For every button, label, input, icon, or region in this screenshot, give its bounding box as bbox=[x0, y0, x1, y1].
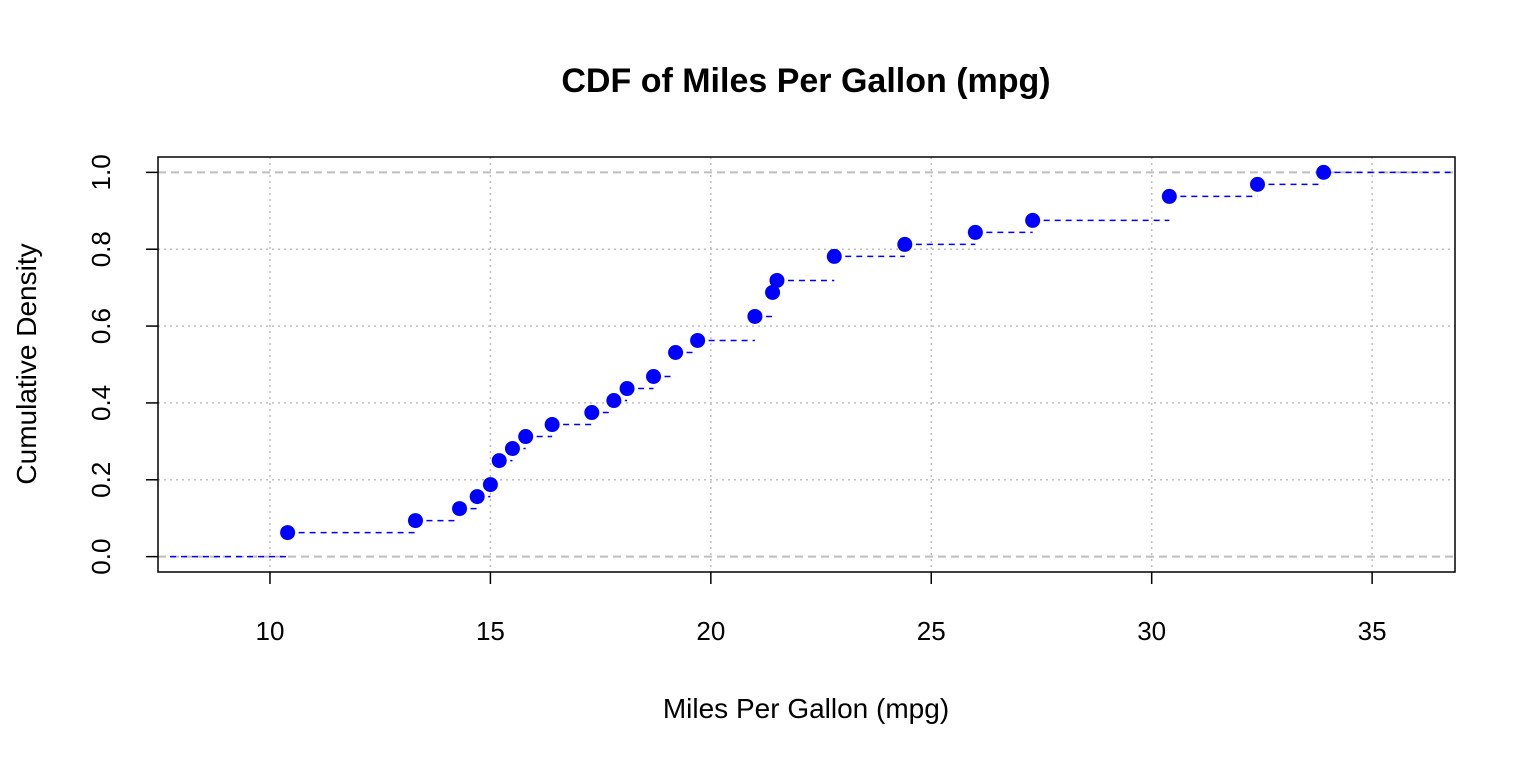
ecdf-point bbox=[280, 525, 296, 541]
ecdf-point bbox=[1316, 164, 1332, 180]
x-axis-label: Miles Per Gallon (mpg) bbox=[663, 693, 949, 724]
ecdf-point bbox=[469, 489, 485, 505]
x-tick-label: 30 bbox=[1137, 616, 1166, 646]
y-tick-label: 0.6 bbox=[86, 308, 116, 344]
plot-frame bbox=[157, 156, 1456, 573]
ecdf-point bbox=[452, 501, 468, 517]
x-tick-label: 25 bbox=[917, 616, 946, 646]
ecdf-point bbox=[1249, 176, 1265, 192]
x-tick-label: 15 bbox=[476, 616, 505, 646]
ecdf-point bbox=[1161, 188, 1177, 204]
y-tick-label: 0.4 bbox=[86, 385, 116, 421]
y-tick-label: 0.8 bbox=[86, 231, 116, 267]
ecdf-point bbox=[646, 369, 662, 385]
ecdf-point bbox=[584, 405, 600, 421]
x-tick-label: 10 bbox=[256, 616, 285, 646]
y-axis-label: Cumulative Density bbox=[11, 243, 42, 484]
y-tick-label: 0.2 bbox=[86, 462, 116, 498]
ecdf-point bbox=[504, 441, 520, 457]
ecdf-point bbox=[769, 272, 785, 288]
ecdf-point bbox=[606, 393, 622, 409]
ecdf-point bbox=[765, 284, 781, 300]
x-tick-label: 20 bbox=[696, 616, 725, 646]
x-axis: 10 15 20 25 30 35 bbox=[256, 572, 1387, 646]
ecdf-point bbox=[826, 248, 842, 264]
ecdf-point bbox=[1025, 212, 1041, 228]
y-tick-label: 1.0 bbox=[86, 154, 116, 190]
y-tick-label: 0.0 bbox=[86, 539, 116, 575]
ecdf-point bbox=[668, 344, 684, 360]
ecdf-point bbox=[491, 453, 507, 469]
ecdf-point bbox=[967, 224, 983, 240]
ecdf-point bbox=[619, 381, 635, 397]
ecdf-point bbox=[482, 477, 498, 493]
ecdf-point bbox=[897, 236, 913, 252]
y-axis: 0.0 0.2 0.4 0.6 0.8 1.0 bbox=[86, 154, 158, 575]
ecdf-point bbox=[690, 332, 706, 348]
grid-lines bbox=[158, 157, 1455, 572]
ecdf-point bbox=[544, 417, 560, 433]
ecdf-point bbox=[518, 429, 534, 445]
ecdf-point bbox=[407, 513, 423, 529]
chart-title: CDF of Miles Per Gallon (mpg) bbox=[561, 62, 1050, 100]
ecdf-series bbox=[170, 164, 1455, 558]
x-tick-label: 35 bbox=[1358, 616, 1387, 646]
ecdf-point bbox=[747, 308, 763, 324]
